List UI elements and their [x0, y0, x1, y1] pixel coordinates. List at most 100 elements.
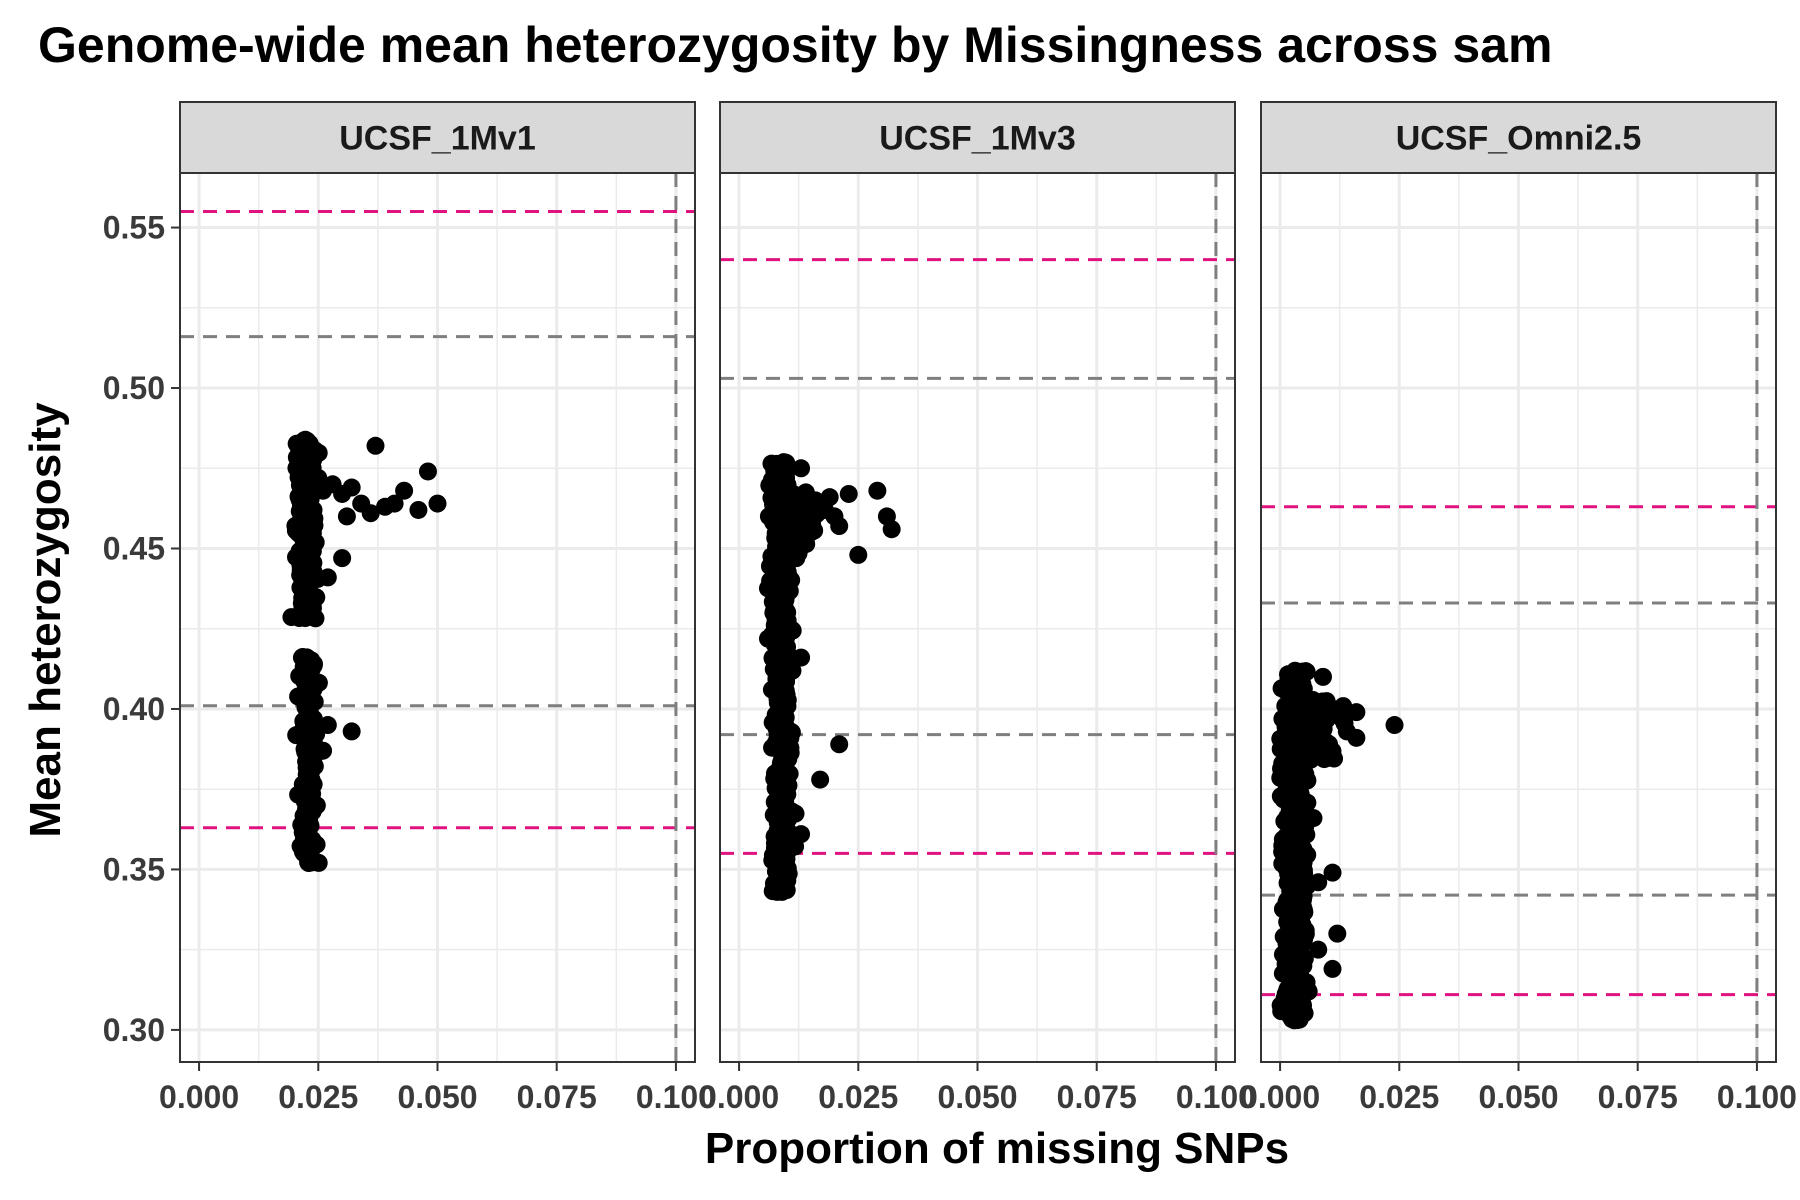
data-point [361, 504, 380, 523]
facet-strip [1260, 101, 1777, 174]
chart-title: Genome-wide mean heterozygosity by Missi… [38, 17, 1552, 73]
data-point [774, 663, 793, 682]
data-point [776, 589, 795, 608]
data-point [1287, 795, 1306, 814]
facet-strip-label: UCSF_1Mv3 [879, 120, 1076, 158]
data-points [1271, 661, 1404, 1030]
data-point [409, 500, 428, 519]
data-point [775, 738, 794, 757]
x-tick-label: 0.100 [636, 1079, 716, 1115]
data-point [1323, 959, 1342, 978]
data-point [776, 826, 795, 845]
data-point [1323, 699, 1342, 718]
data-point [825, 507, 844, 526]
x-tick-label: 0.000 [1240, 1079, 1320, 1115]
data-point [418, 462, 437, 481]
data-point [342, 478, 361, 497]
y-tick-label: 0.55 [103, 210, 165, 246]
y-tick-label: 0.30 [103, 1012, 165, 1048]
data-point [337, 507, 356, 526]
facet-strip-label: UCSF_1Mv1 [339, 120, 536, 158]
data-point [342, 722, 361, 741]
data-point [307, 588, 326, 607]
x-tick-label: 0.050 [397, 1079, 477, 1115]
data-point [296, 789, 315, 808]
data-points [282, 430, 447, 873]
data-point [1299, 742, 1318, 761]
x-tick-label: 0.075 [1057, 1079, 1137, 1115]
x-tick-label: 0.025 [278, 1079, 358, 1115]
facet-panels: UCSF_1Mv1 0.000 0.025 0.050 0.075 0.100 0.30 0.… [103, 101, 1797, 1115]
y-tick-label: 0.50 [103, 370, 165, 406]
data-point [299, 854, 318, 873]
facet-panel: UCSF_1Mv3 0.000 0.025 0.050 0.075 0.100 [699, 101, 1256, 1115]
data-point [318, 716, 337, 735]
data-point [314, 741, 333, 760]
data-point [309, 468, 328, 487]
data-point [1318, 748, 1337, 767]
data-point [1280, 838, 1299, 857]
data-point [1284, 902, 1303, 921]
data-point [769, 687, 788, 706]
data-point [792, 459, 811, 478]
x-tick-label: 0.050 [1478, 1079, 1558, 1115]
data-point [792, 648, 811, 667]
data-point [1279, 812, 1298, 831]
data-point [301, 526, 320, 545]
data-point [295, 445, 314, 464]
facet-strip-label: UCSF_Omni2.5 [1396, 120, 1642, 158]
data-point [792, 825, 811, 844]
data-point [1309, 940, 1328, 959]
x-tick-label: 0.075 [517, 1079, 597, 1115]
data-point [849, 545, 868, 564]
data-point [830, 735, 849, 754]
data-point [1347, 703, 1366, 722]
data-point [1385, 716, 1404, 735]
data-point [1293, 923, 1312, 942]
data-point [786, 804, 805, 823]
data-point [774, 606, 793, 625]
x-tick-label: 0.025 [818, 1079, 898, 1115]
data-point [1276, 735, 1295, 754]
data-point [1323, 863, 1342, 882]
data-point [820, 488, 839, 507]
facet-panel: UCSF_Omni2.5 0.000 0.025 0.050 0.075 0.100 [1240, 101, 1797, 1115]
data-point [1291, 942, 1310, 961]
x-axis-title: Proportion of missing SNPs [705, 1124, 1289, 1173]
data-point [766, 574, 785, 593]
data-point [1281, 881, 1300, 900]
data-point [772, 801, 791, 820]
data-point [299, 818, 318, 837]
data-point [772, 467, 791, 486]
data-point [1285, 671, 1304, 690]
data-point [301, 677, 320, 696]
data-points [758, 453, 901, 901]
data-point [1280, 866, 1299, 885]
data-point [772, 882, 791, 901]
facet-strip [719, 101, 1236, 174]
data-point [1299, 982, 1318, 1001]
data-point [299, 694, 318, 713]
facet-panel: UCSF_1Mv1 0.000 0.025 0.050 0.075 0.100 0.30 0.… [103, 101, 716, 1115]
y-tick-label: 0.40 [103, 691, 165, 727]
data-point [1313, 667, 1332, 686]
x-tick-label: 0.025 [1359, 1079, 1439, 1115]
data-point [298, 548, 317, 567]
data-point [318, 568, 337, 587]
data-point [771, 558, 790, 577]
data-point [385, 494, 404, 513]
x-tick-label: 0.000 [159, 1079, 239, 1115]
data-point [428, 494, 447, 513]
data-point [1303, 712, 1322, 731]
x-tick-label: 0.100 [1176, 1079, 1256, 1115]
x-tick-label: 0.100 [1717, 1079, 1797, 1115]
data-point [1272, 759, 1291, 778]
data-point [1285, 1011, 1304, 1030]
y-tick-label: 0.35 [103, 851, 165, 887]
data-point [1337, 722, 1356, 741]
data-point [307, 835, 326, 854]
data-point [291, 578, 310, 597]
data-point [1309, 873, 1328, 892]
data-point [774, 774, 793, 793]
